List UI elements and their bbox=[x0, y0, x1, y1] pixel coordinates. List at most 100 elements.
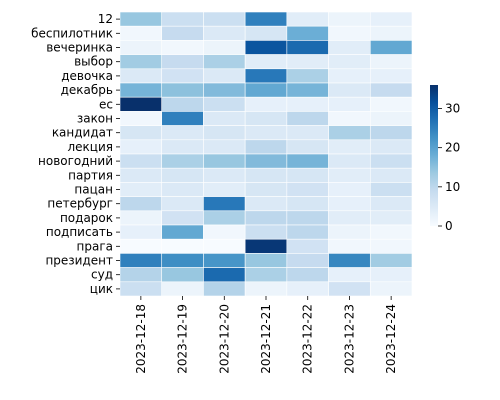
heatmap-cell bbox=[244, 210, 288, 226]
heatmap-cell bbox=[369, 167, 413, 183]
heatmap-cell bbox=[369, 40, 413, 55]
y-tick-label: беспилотник bbox=[31, 26, 113, 40]
x-tick-label: 2023-12-20 bbox=[217, 304, 231, 374]
heatmap-cell bbox=[203, 267, 246, 283]
colorbar-tick-label: 20 bbox=[445, 141, 460, 155]
heatmap-cell bbox=[203, 238, 246, 254]
heatmap-cell bbox=[203, 68, 246, 84]
y-tick-label: партия bbox=[68, 168, 113, 182]
heatmap-cell bbox=[203, 82, 246, 98]
heatmap-cell bbox=[244, 82, 288, 98]
heatmap-cell bbox=[286, 267, 329, 283]
heatmap-cell bbox=[161, 281, 204, 297]
heatmap-cell bbox=[203, 167, 246, 183]
heatmap-cell bbox=[286, 125, 329, 141]
heatmap-cell bbox=[328, 210, 371, 226]
heatmap-cell bbox=[161, 40, 204, 55]
y-tick-label: декабрь bbox=[61, 83, 113, 97]
heatmap-cell bbox=[286, 224, 329, 240]
heatmap-cell bbox=[119, 153, 163, 169]
heatmap-cell bbox=[328, 125, 371, 141]
heatmap-cell bbox=[286, 82, 329, 98]
heatmap-cell bbox=[286, 96, 329, 112]
heatmap-cell bbox=[369, 125, 413, 141]
heatmap-cell bbox=[119, 253, 163, 268]
heatmap-cell bbox=[369, 196, 413, 212]
heatmap-cell bbox=[369, 238, 413, 254]
heatmap-cell bbox=[244, 25, 288, 41]
heatmap-cell bbox=[328, 238, 371, 254]
heatmap-cell bbox=[369, 82, 413, 98]
heatmap-cell bbox=[203, 111, 246, 126]
heatmap-cell bbox=[328, 111, 371, 126]
heatmap-cell bbox=[286, 68, 329, 84]
heatmap-cell bbox=[244, 167, 288, 183]
heatmap-cell bbox=[369, 111, 413, 126]
heatmap-cell bbox=[119, 82, 163, 98]
heatmap-cell bbox=[203, 11, 246, 27]
heatmap-cell bbox=[244, 40, 288, 55]
x-axis-ticks: 2023-12-18 2023-12-19 2023-12-20 2023-12-21… bbox=[134, 296, 398, 374]
heatmap-cell bbox=[286, 253, 329, 268]
heatmap-cell bbox=[161, 253, 204, 268]
heatmap-cell bbox=[369, 281, 413, 297]
heatmap-cell bbox=[119, 96, 163, 112]
heatmap-cell bbox=[119, 210, 163, 226]
heatmap-cell bbox=[286, 153, 329, 169]
heatmap-cell bbox=[328, 96, 371, 112]
y-tick-label: кандидат bbox=[52, 126, 113, 140]
heatmap-cell bbox=[244, 196, 288, 212]
heatmap-cell bbox=[119, 196, 163, 212]
heatmap-cell bbox=[119, 54, 163, 70]
heatmap-cell bbox=[328, 40, 371, 55]
y-tick-label: пацан bbox=[74, 183, 113, 197]
heatmap-cell bbox=[328, 82, 371, 98]
heatmap-cell bbox=[203, 153, 246, 169]
heatmap-cells bbox=[119, 11, 413, 297]
heatmap-cell bbox=[203, 40, 246, 55]
heatmap-cell bbox=[286, 238, 329, 254]
heatmap-cell bbox=[369, 210, 413, 226]
x-tick-label: 2023-12-23 bbox=[342, 304, 356, 374]
x-tick-label: 2023-12-18 bbox=[134, 304, 148, 374]
heatmap-cell bbox=[244, 111, 288, 126]
heatmap-cell bbox=[244, 68, 288, 84]
x-tick-label: 2023-12-21 bbox=[259, 304, 273, 374]
heatmap-cell bbox=[328, 68, 371, 84]
heatmap-cell bbox=[369, 96, 413, 112]
heatmap-cell bbox=[161, 125, 204, 141]
y-tick-label: закон bbox=[77, 112, 113, 126]
y-tick-label: новогодний bbox=[38, 154, 113, 168]
heatmap-cell bbox=[244, 139, 288, 155]
heatmap-cell bbox=[119, 281, 163, 297]
heatmap-cell bbox=[286, 182, 329, 197]
heatmap-cell bbox=[369, 54, 413, 70]
heatmap-cell bbox=[119, 267, 163, 283]
heatmap-cell bbox=[119, 224, 163, 240]
heatmap-cell bbox=[244, 54, 288, 70]
heatmap-cell bbox=[369, 182, 413, 197]
colorbar-tick-label: 10 bbox=[445, 180, 460, 194]
heatmap-cell bbox=[328, 267, 371, 283]
heatmap-cell bbox=[161, 196, 204, 212]
heatmap-cell bbox=[161, 11, 204, 27]
heatmap-cell bbox=[369, 253, 413, 268]
heatmap-cell bbox=[161, 139, 204, 155]
heatmap-cell bbox=[119, 40, 163, 55]
heatmap-cell bbox=[161, 238, 204, 254]
heatmap-cell bbox=[369, 68, 413, 84]
heatmap-cell bbox=[203, 196, 246, 212]
heatmap-cell bbox=[369, 267, 413, 283]
heatmap-cell bbox=[119, 182, 163, 197]
heatmap-cell bbox=[244, 11, 288, 27]
x-tick-label: 2023-12-22 bbox=[301, 304, 315, 374]
heatmap-cell bbox=[203, 253, 246, 268]
heatmap-cell bbox=[203, 139, 246, 155]
heatmap-cell bbox=[161, 82, 204, 98]
colorbar-gradient bbox=[430, 85, 438, 226]
y-tick-label: цик bbox=[90, 282, 113, 296]
heatmap-cell bbox=[203, 281, 246, 297]
heatmap-cell bbox=[161, 54, 204, 70]
heatmap-cell bbox=[286, 281, 329, 297]
heatmap-cell bbox=[328, 224, 371, 240]
